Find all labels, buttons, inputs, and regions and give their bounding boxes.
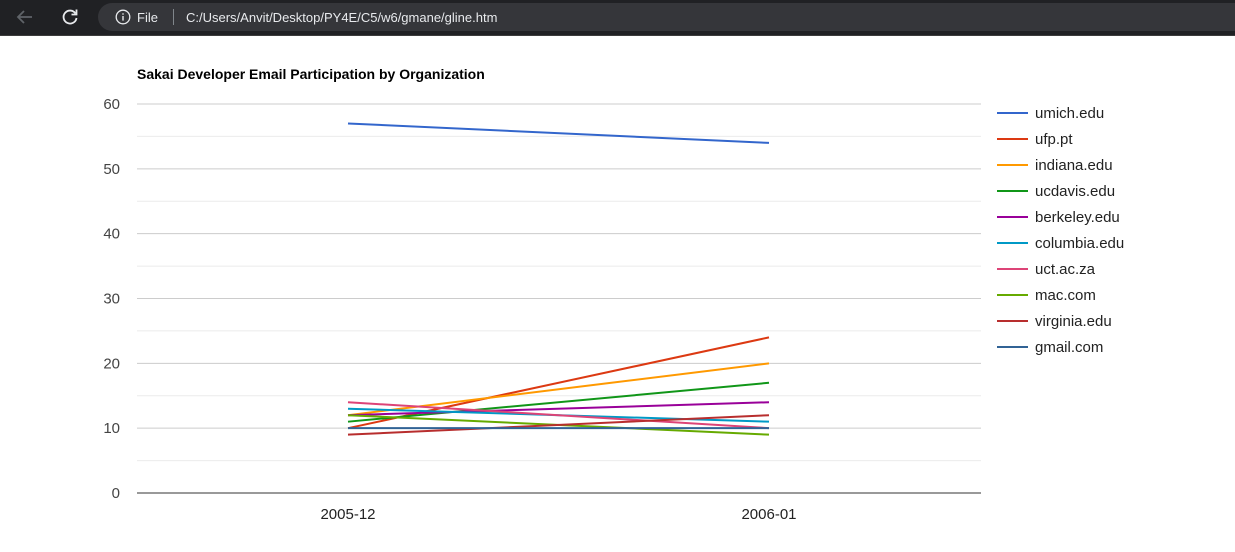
- legend-label: virginia.edu: [1035, 313, 1112, 330]
- site-info-button[interactable]: File: [115, 7, 158, 27]
- legend-label: umich.edu: [1035, 105, 1104, 122]
- legend-item: berkeley.edu: [997, 209, 1120, 226]
- legend-label: indiana.edu: [1035, 157, 1113, 174]
- url-text[interactable]: C:/Users/Anvit/Desktop/PY4E/C5/w6/gmane/…: [186, 10, 498, 25]
- series-line-umich-edu: [347, 122, 770, 144]
- legend-label: gmail.com: [1035, 339, 1103, 356]
- legend-item: indiana.edu: [997, 157, 1113, 174]
- y-tick-label: 50: [103, 161, 120, 178]
- chart-title: Sakai Developer Email Participation by O…: [137, 66, 485, 82]
- y-tick-label: 30: [103, 291, 120, 308]
- back-button[interactable]: [11, 4, 39, 30]
- series-line-ucdavis-edu: [347, 381, 770, 423]
- legend-item: gmail.com: [997, 339, 1103, 356]
- axes: 0 10 20 30 40 50 60 2005-12 2006-01: [103, 96, 981, 523]
- back-arrow-icon: [16, 10, 32, 24]
- browser-toolbar: File C:/Users/Anvit/Desktop/PY4E/C5/w6/g…: [0, 0, 1235, 36]
- legend-label: mac.com: [1035, 287, 1096, 304]
- legend-item: ucdavis.edu: [997, 183, 1115, 200]
- legend-item: uct.ac.za: [997, 261, 1096, 278]
- reload-button[interactable]: [56, 4, 84, 30]
- y-tick-label: 0: [112, 485, 120, 502]
- legend-label: ufp.pt: [1035, 131, 1073, 148]
- series-line-virginia-edu: [347, 414, 770, 436]
- y-tick-label: 10: [103, 420, 120, 437]
- line-chart: Sakai Developer Email Participation by O…: [103, 66, 1124, 523]
- legend-item: columbia.edu: [997, 235, 1124, 252]
- legend-label: ucdavis.edu: [1035, 183, 1115, 200]
- x-tick-label: 2005-12: [320, 506, 375, 523]
- series-lines: [347, 122, 770, 436]
- address-bar[interactable]: File C:/Users/Anvit/Desktop/PY4E/C5/w6/g…: [98, 3, 1235, 31]
- legend-item: virginia.edu: [997, 313, 1112, 330]
- site-label: File: [137, 9, 158, 25]
- gridlines: [137, 103, 981, 462]
- y-tick-label: 60: [103, 96, 120, 113]
- info-icon: [115, 9, 131, 25]
- legend-label: uct.ac.za: [1035, 261, 1096, 278]
- y-tick-label: 20: [103, 355, 120, 372]
- legend-item: umich.edu: [997, 105, 1104, 122]
- legend-item: ufp.pt: [997, 131, 1073, 148]
- x-tick-label: 2006-01: [741, 506, 796, 523]
- legend-label: berkeley.edu: [1035, 209, 1120, 226]
- address-separator: [173, 9, 174, 25]
- legend: umich.edu ufp.pt indiana.edu ucdavis.edu ber…: [997, 105, 1124, 356]
- legend-item: mac.com: [997, 287, 1096, 304]
- legend-label: columbia.edu: [1035, 235, 1124, 252]
- reload-icon: [62, 9, 78, 25]
- series-line-berkeley-edu: [347, 401, 770, 417]
- y-tick-label: 40: [103, 226, 120, 243]
- series-line-uct-ac-za: [347, 401, 770, 430]
